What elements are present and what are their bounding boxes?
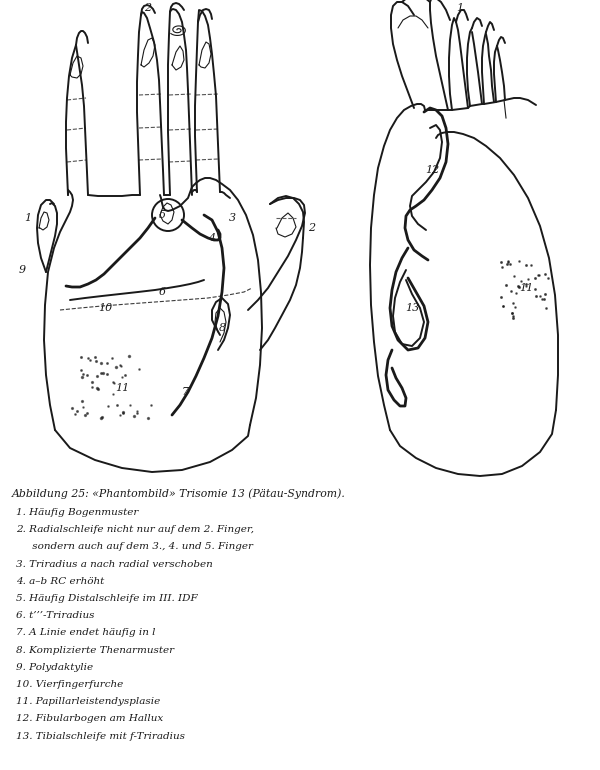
Text: 10. Vierfingerfurche: 10. Vierfingerfurche xyxy=(16,680,123,689)
Text: 10: 10 xyxy=(98,303,112,313)
Text: 6: 6 xyxy=(158,287,166,297)
Text: 3: 3 xyxy=(229,213,236,223)
Text: 4: 4 xyxy=(208,233,215,243)
Text: 7. A Linie endet häufig in l: 7. A Linie endet häufig in l xyxy=(16,628,155,638)
Text: 13: 13 xyxy=(405,303,419,313)
Text: Abbildung 25: «Phantombild» Trisomie 13 (Pätau-Syndrom).: Abbildung 25: «Phantombild» Trisomie 13 … xyxy=(12,488,346,498)
Text: 3. Triradius a nach radial verschoben: 3. Triradius a nach radial verschoben xyxy=(16,560,213,568)
Text: 7: 7 xyxy=(181,387,188,397)
Text: 9: 9 xyxy=(19,265,26,275)
Text: 2: 2 xyxy=(145,3,152,13)
Text: 12. Fibularbogen am Hallux: 12. Fibularbogen am Hallux xyxy=(16,715,163,723)
Text: 4. a–b RC erhöht: 4. a–b RC erhöht xyxy=(16,577,104,586)
Text: 8. Komplizierte Thenarmuster: 8. Komplizierte Thenarmuster xyxy=(16,645,174,654)
Text: 1: 1 xyxy=(457,3,464,13)
Text: 1: 1 xyxy=(25,213,32,223)
Text: 11: 11 xyxy=(519,283,533,293)
Text: 11. Papillarleistendysplasie: 11. Papillarleistendysplasie xyxy=(16,697,160,706)
Text: 6. t’’’-Triradius: 6. t’’’-Triradius xyxy=(16,611,95,620)
Text: 11: 11 xyxy=(115,383,129,393)
Text: 13. Tibialschleife mit f-Triradius: 13. Tibialschleife mit f-Triradius xyxy=(16,732,185,741)
Text: 2. Radialschleife nicht nur auf dem 2. Finger,: 2. Radialschleife nicht nur auf dem 2. F… xyxy=(16,525,254,534)
Text: 9. Polydaktylie: 9. Polydaktylie xyxy=(16,663,93,671)
Text: 2: 2 xyxy=(308,223,316,233)
Text: 8: 8 xyxy=(218,323,226,333)
Text: 12: 12 xyxy=(425,165,439,175)
Text: sondern auch auf dem 3., 4. und 5. Finger: sondern auch auf dem 3., 4. und 5. Finge… xyxy=(16,542,253,551)
Text: 5: 5 xyxy=(158,210,166,220)
Text: 5. Häufig Distalschleife im III. IDF: 5. Häufig Distalschleife im III. IDF xyxy=(16,594,198,603)
Text: 1. Häufig Bogenmuster: 1. Häufig Bogenmuster xyxy=(16,508,139,517)
